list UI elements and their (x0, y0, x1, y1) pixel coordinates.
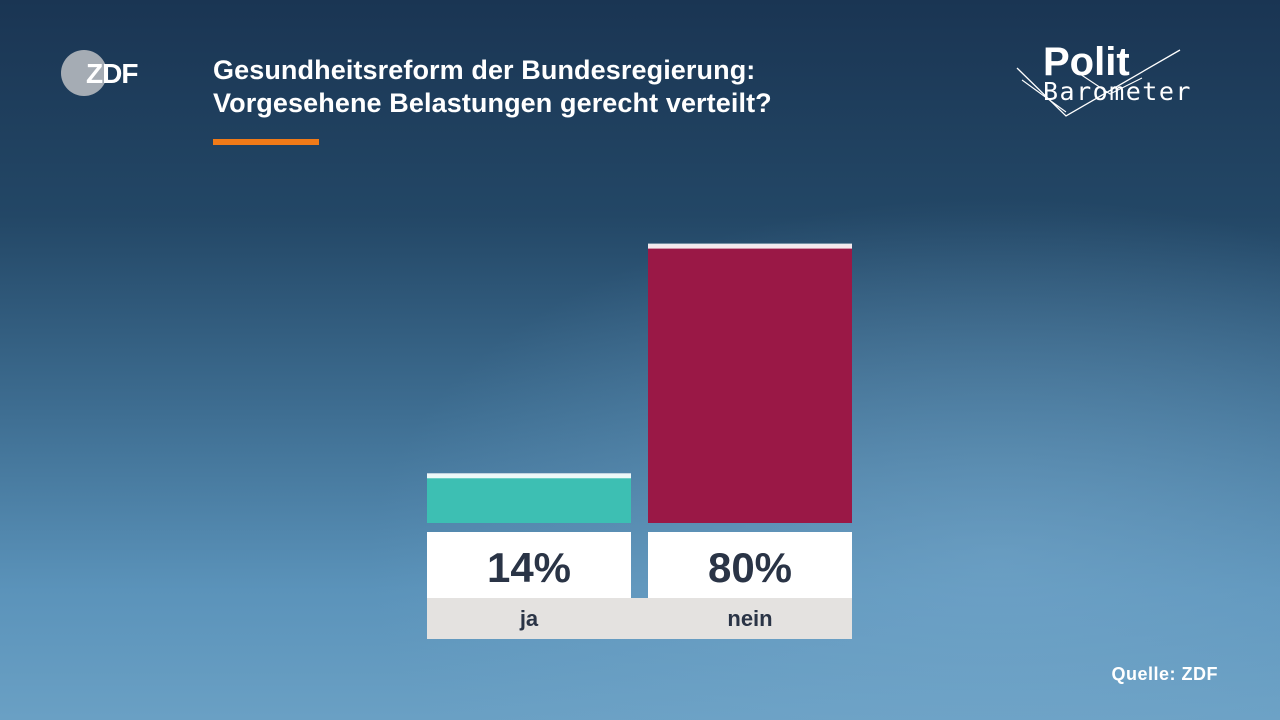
checkmark-icon (1016, 49, 1181, 117)
politbarometer-logo: Polit Barometer (1014, 40, 1190, 120)
zdf-logo-text: ZDF (86, 58, 138, 89)
zdf-logo-circle (61, 50, 107, 96)
bar-nein (648, 244, 852, 523)
source-note: Quelle: ZDF (1111, 664, 1218, 684)
category-label-band (427, 598, 852, 639)
bar-top-highlight (427, 473, 631, 479)
value-label-box (427, 532, 631, 598)
chart-title-line-2: Vorgesehene Belastungen gerecht verteilt… (213, 88, 772, 118)
bar-ja (427, 474, 631, 523)
value-label-box (648, 532, 852, 598)
title-accent-bar (213, 139, 319, 145)
value-label: 14% (487, 544, 571, 591)
bar-top-highlight (648, 243, 852, 249)
politbarometer-logo-line-1: Polit (1043, 40, 1130, 84)
category-label: ja (519, 606, 539, 631)
category-label: nein (727, 606, 772, 631)
chart-title: Gesundheitsreform der Bundesregierung: V… (213, 54, 772, 120)
politbarometer-logo-line-2: Barometer (1043, 77, 1192, 106)
chart-title-line-1: Gesundheitsreform der Bundesregierung: (213, 55, 756, 85)
value-label: 80% (708, 544, 792, 591)
zdf-logo: ZDF (61, 50, 139, 96)
